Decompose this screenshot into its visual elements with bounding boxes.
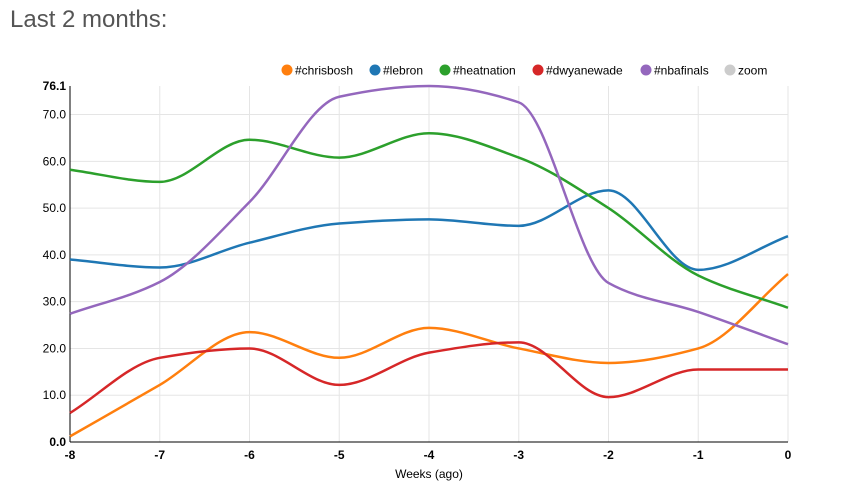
- x-axis-title: Weeks (ago): [395, 467, 463, 481]
- legend-swatch: [724, 64, 736, 76]
- y-tick-label: 20.0: [43, 341, 67, 355]
- legend-swatch: [640, 64, 652, 76]
- legend-label: #dwyanewade: [546, 64, 623, 78]
- y-tick-label: 40.0: [43, 248, 67, 262]
- legend-swatch: [532, 64, 544, 76]
- legend-label: zoom: [738, 64, 767, 78]
- legend-item-nbafinals[interactable]: #nbafinals: [640, 64, 709, 78]
- series-line-chrisbosh[interactable]: [69, 273, 789, 438]
- x-tick-label: -3: [513, 448, 524, 462]
- x-tick-label: -4: [424, 448, 435, 462]
- legend-item-zoom[interactable]: zoom: [724, 64, 768, 78]
- legend-label: #nbafinals: [654, 64, 709, 78]
- x-tick-label: 0: [785, 448, 792, 462]
- legend-item-lebron[interactable]: #lebron: [369, 64, 424, 78]
- y-tick-label: 50.0: [43, 201, 67, 215]
- x-tick-label: -8: [65, 448, 76, 462]
- legend-label: #lebron: [383, 64, 423, 78]
- legend-item-chrisbosh[interactable]: #chrisbosh: [281, 64, 354, 78]
- y-tick-label: 60.0: [43, 154, 67, 168]
- x-tick-label: -6: [244, 448, 255, 462]
- legend-item-heatnation[interactable]: #heatnation: [439, 64, 516, 78]
- series-line-lebron[interactable]: [69, 189, 789, 272]
- x-tick-label: -2: [603, 448, 614, 462]
- legend: #chrisbosh #lebron #heatnation #dwyanewade #…: [281, 64, 768, 78]
- y-max-label: 76.1: [43, 79, 67, 93]
- x-tick-label: -7: [154, 448, 165, 462]
- page-title: Last 2 months:: [10, 6, 168, 33]
- series-line-nbafinals[interactable]: [69, 84, 789, 346]
- series-line-heatnation[interactable]: [69, 131, 789, 309]
- legend-label: #heatnation: [453, 64, 516, 78]
- y-tick-label: 0.0: [49, 435, 66, 449]
- legend-label: #chrisbosh: [295, 64, 353, 78]
- x-tick-label: -1: [693, 448, 704, 462]
- y-axis: 0.0 10.0 20.0 30.0 40.0 50.0 60.0 70.0 76.1: [43, 79, 71, 449]
- x-tick-label: -5: [334, 448, 345, 462]
- x-axis: -8 -7 -6 -5 -4 -3 -2 -1 0 Weeks (ago): [65, 441, 792, 481]
- series-lines: [69, 84, 789, 438]
- y-tick-label: 70.0: [43, 108, 67, 122]
- legend-item-dwyanewade[interactable]: #dwyanewade: [532, 64, 624, 78]
- y-tick-label: 30.0: [43, 295, 67, 309]
- series-line-dwyanewade[interactable]: [69, 341, 788, 415]
- legend-swatch: [439, 64, 451, 76]
- legend-swatch: [369, 64, 381, 76]
- legend-swatch: [281, 64, 293, 76]
- y-tick-label: 10.0: [43, 388, 67, 402]
